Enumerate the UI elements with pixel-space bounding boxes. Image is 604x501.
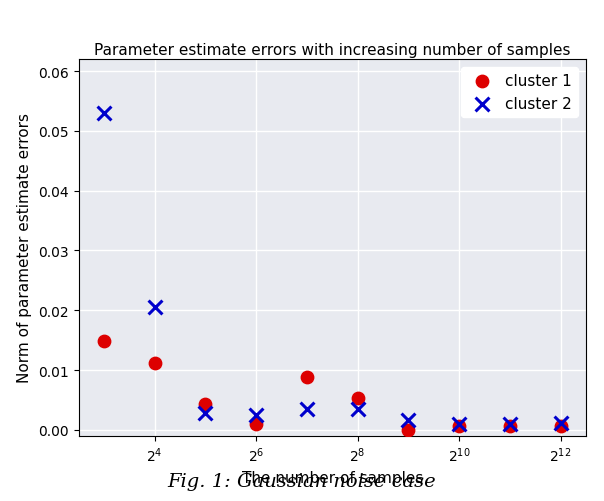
cluster 2 bbox=[556, 420, 565, 428]
cluster 2 bbox=[201, 409, 210, 417]
cluster 1 bbox=[251, 420, 261, 428]
cluster 1 bbox=[99, 338, 109, 346]
cluster 1 bbox=[454, 422, 464, 430]
cluster 2 bbox=[403, 416, 413, 424]
Title: Parameter estimate errors with increasing number of samples: Parameter estimate errors with increasin… bbox=[94, 43, 570, 58]
cluster 1 bbox=[556, 422, 565, 430]
cluster 2 bbox=[505, 420, 515, 428]
cluster 2 bbox=[353, 405, 362, 413]
cluster 2 bbox=[150, 304, 159, 312]
cluster 2 bbox=[99, 110, 109, 118]
X-axis label: The number of samples: The number of samples bbox=[242, 469, 423, 484]
cluster 1 bbox=[150, 360, 159, 368]
Legend: cluster 1, cluster 2: cluster 1, cluster 2 bbox=[461, 68, 578, 118]
cluster 2 bbox=[251, 411, 261, 419]
Text: Fig. 1: Gaussian noise case: Fig. 1: Gaussian noise case bbox=[168, 472, 436, 490]
cluster 2 bbox=[302, 405, 312, 413]
Y-axis label: Norm of parameter estimate errors: Norm of parameter estimate errors bbox=[18, 113, 33, 383]
cluster 1 bbox=[201, 400, 210, 408]
cluster 1 bbox=[353, 394, 362, 402]
cluster 1 bbox=[505, 422, 515, 430]
cluster 1 bbox=[302, 374, 312, 382]
cluster 2 bbox=[454, 420, 464, 428]
cluster 1 bbox=[403, 426, 413, 434]
